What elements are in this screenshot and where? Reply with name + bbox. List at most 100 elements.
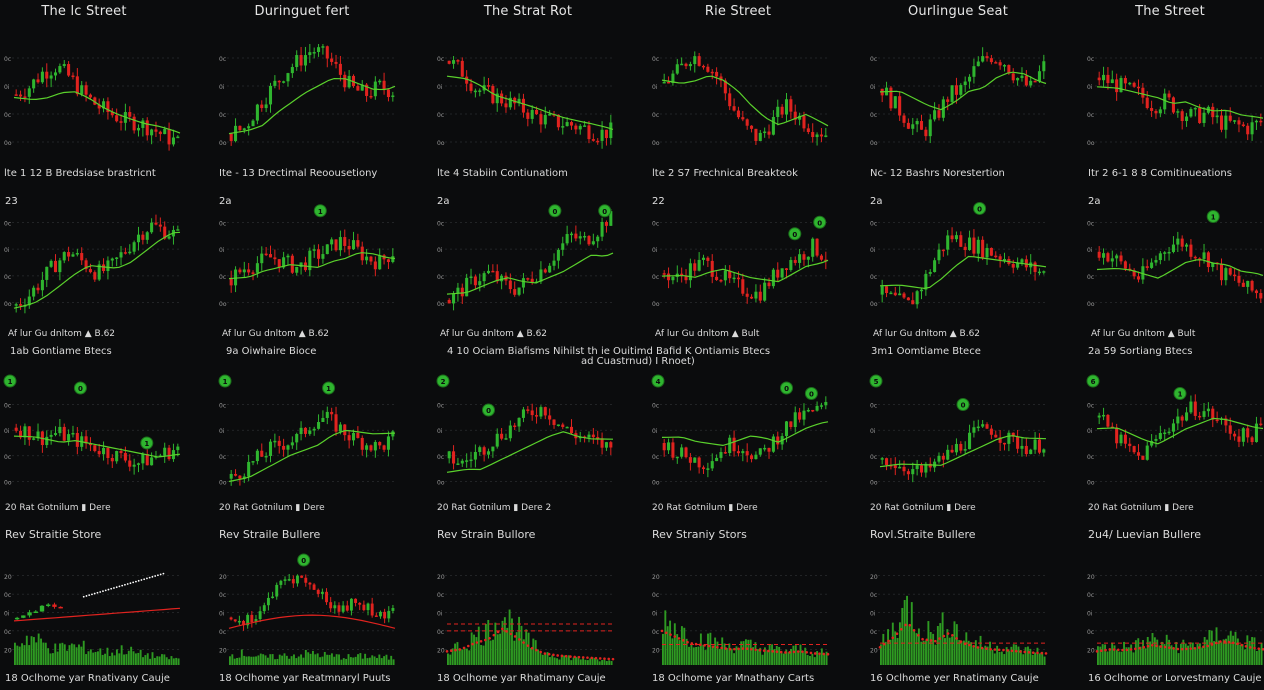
signal-badge-label: 2 <box>441 378 446 386</box>
candle-body <box>491 446 495 452</box>
signal-badge-label: 0 <box>809 391 814 399</box>
candle-body <box>824 401 828 406</box>
candle-body <box>693 457 697 463</box>
volume-bar <box>371 655 374 665</box>
candle-body <box>62 426 66 441</box>
signal-badge-label: 0 <box>977 205 982 213</box>
signal-badge-label: 4 <box>656 378 661 386</box>
candle-body <box>693 56 697 65</box>
candle-body <box>1011 73 1015 81</box>
candle-body <box>325 591 328 603</box>
volume-bar <box>1210 630 1213 665</box>
candle-body <box>45 71 49 79</box>
candle-body <box>246 614 250 626</box>
candle-body <box>80 253 84 261</box>
moving-average-line <box>661 75 829 127</box>
signal-dot <box>143 578 146 581</box>
candle-body <box>561 126 565 128</box>
volume-bar <box>1022 654 1025 665</box>
candle-body <box>460 60 464 77</box>
volume-bar <box>16 645 19 665</box>
candle-body <box>317 249 321 259</box>
candle-body <box>360 246 364 261</box>
volume-bar <box>1031 654 1034 665</box>
signal-dot <box>1227 640 1231 644</box>
candle-body <box>1198 258 1202 260</box>
candle-body <box>513 289 517 295</box>
candle-body <box>1033 439 1037 450</box>
panel-header: 3m1 Oomtiame Btece <box>871 346 981 357</box>
volume-bar <box>506 627 509 665</box>
signal-dot <box>887 639 890 643</box>
candle-body <box>386 89 390 98</box>
volume-bar <box>673 623 676 665</box>
signal-badge-label: 0 <box>486 407 491 415</box>
y-tick-label: 0c <box>652 274 659 281</box>
volume-bar <box>752 647 755 665</box>
candle-body <box>1193 256 1197 259</box>
candle-body <box>176 229 180 231</box>
candle-body <box>242 620 245 626</box>
candle-body <box>893 465 897 469</box>
candle-body <box>1042 271 1046 273</box>
candle-body <box>469 276 473 279</box>
candle-body <box>1219 263 1224 281</box>
y-tick-label: 0i <box>4 611 10 618</box>
y-tick-label: 0i <box>652 84 658 91</box>
volume-bar <box>1182 639 1185 665</box>
candle-body <box>287 579 291 581</box>
candle-body <box>19 94 23 97</box>
candle-body <box>1228 425 1232 434</box>
volume-bar <box>563 655 566 665</box>
volume-bar <box>508 609 511 665</box>
candle-body <box>548 265 552 273</box>
signal-dot <box>938 637 941 640</box>
candle-body <box>460 287 464 297</box>
candle-body <box>976 61 980 67</box>
candle-body <box>587 434 591 438</box>
signal-dot <box>82 595 85 598</box>
volume-bar <box>979 635 982 665</box>
candle-body <box>171 137 175 145</box>
candle-body <box>150 457 154 466</box>
moving-average-line <box>13 231 181 309</box>
y-tick-label: 0o <box>437 301 445 308</box>
candle-body <box>880 458 884 460</box>
y-tick-label: 0o <box>219 301 227 308</box>
volume-bar <box>1253 637 1256 665</box>
candle-body <box>543 407 547 416</box>
volume-bar <box>570 660 573 665</box>
candle-body <box>266 597 270 606</box>
volume-bar <box>1194 649 1197 665</box>
signal-dot <box>1134 647 1137 651</box>
candle-body <box>1037 439 1041 453</box>
volume-bar <box>1144 648 1147 665</box>
y-tick-label: 0c <box>219 454 226 461</box>
candle-body <box>1219 115 1224 130</box>
signal-dot <box>1002 648 1005 652</box>
volume-bar <box>21 643 24 665</box>
signal-dot <box>91 593 93 596</box>
volume-bar <box>520 625 523 665</box>
moving-average-line <box>228 429 396 483</box>
volume-bar <box>73 644 76 665</box>
volume-bar <box>23 645 26 665</box>
candle-body <box>1224 115 1228 130</box>
candle-body <box>1193 401 1197 416</box>
volume-bar <box>447 653 449 665</box>
signal-dot <box>501 627 504 631</box>
candle-body <box>950 85 954 102</box>
volume-bar <box>449 654 452 665</box>
candle-body <box>989 247 993 256</box>
candle-body <box>1241 428 1245 442</box>
candle-body <box>308 250 312 271</box>
volume-bar <box>1153 637 1156 665</box>
candle-body <box>482 273 486 282</box>
candle-body <box>325 46 329 59</box>
candle-body <box>998 437 1002 443</box>
candle-body <box>915 291 919 305</box>
signal-dot <box>1121 648 1124 652</box>
volume-bar <box>662 633 664 665</box>
volume-bar <box>1151 633 1154 665</box>
candle-body <box>561 424 565 428</box>
